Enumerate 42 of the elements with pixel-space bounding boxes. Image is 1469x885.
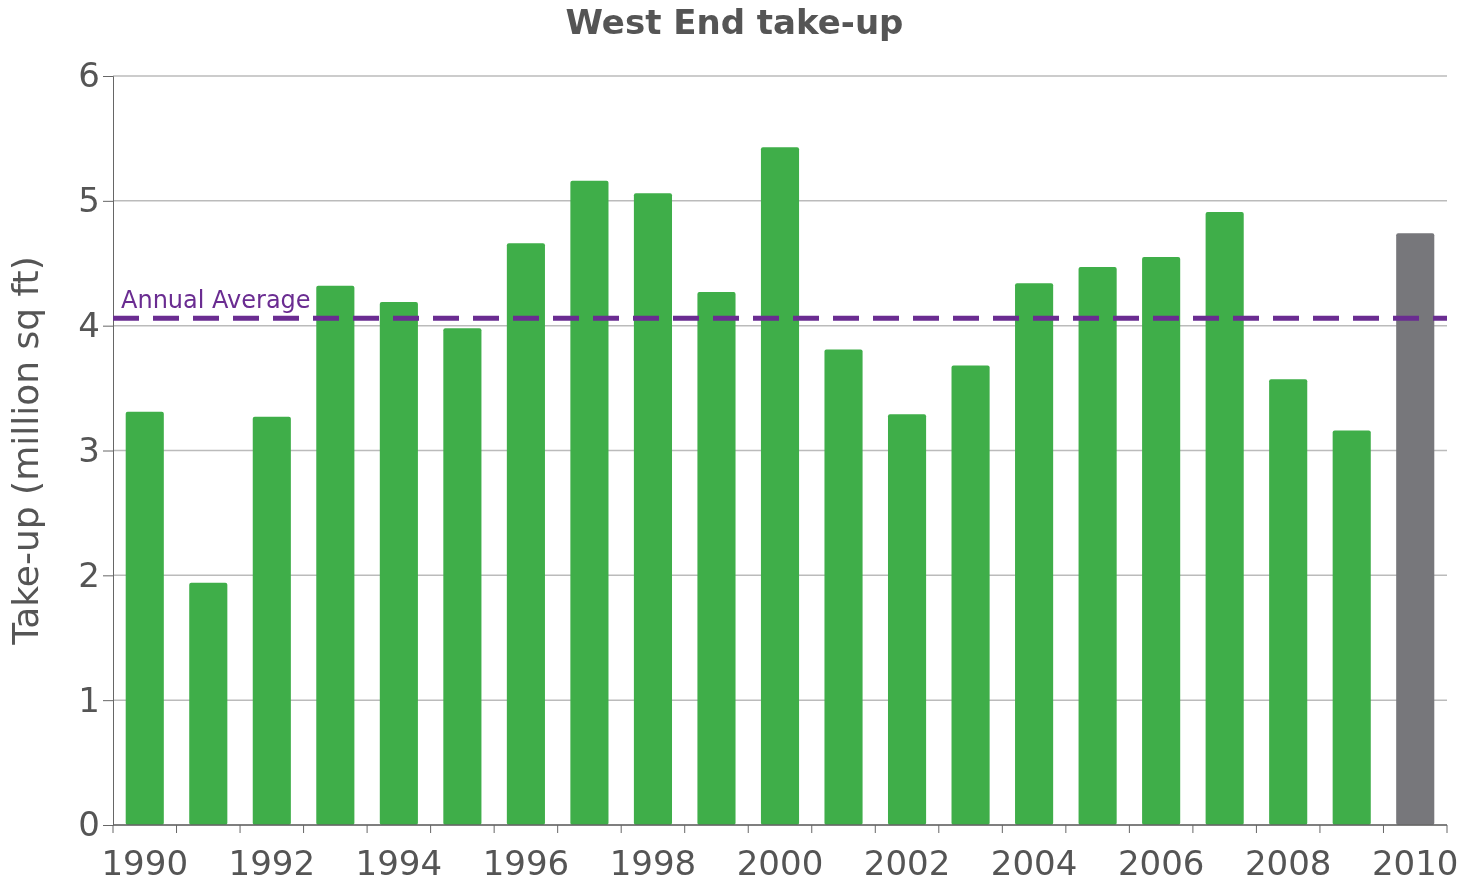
bar — [379, 301, 418, 825]
y-tick-label: 6 — [78, 55, 100, 96]
bar — [506, 243, 545, 825]
bar — [1142, 257, 1181, 825]
x-tick-label: 1994 — [355, 843, 443, 883]
bar — [1078, 267, 1117, 825]
y-tick-label: 0 — [78, 804, 100, 845]
x-tick-label: 1996 — [482, 843, 570, 883]
bar — [887, 414, 927, 825]
bar — [189, 582, 228, 825]
y-axis-title: Take-up (million sq ft) — [5, 256, 46, 646]
y-tick-label: 5 — [78, 180, 100, 221]
x-tick-label: 2008 — [1244, 843, 1332, 883]
bar — [1269, 379, 1308, 825]
bar — [1332, 430, 1371, 825]
x-tick-label: 2010 — [1371, 843, 1459, 883]
bar — [951, 365, 990, 825]
ref-line-label: Annual Average — [121, 286, 311, 315]
bar — [633, 193, 673, 825]
y-tick-label: 4 — [78, 305, 100, 346]
x-tick-label: 2004 — [990, 843, 1078, 883]
x-tick-label: 1992 — [228, 843, 316, 883]
x-tick-label: 2006 — [1117, 843, 1205, 883]
bar — [824, 349, 863, 825]
y-tick-label: 3 — [78, 429, 100, 470]
bar — [1015, 283, 1054, 825]
bar — [1205, 212, 1244, 825]
x-tick-label: 2000 — [736, 843, 824, 883]
bar — [570, 180, 609, 825]
y-tick-label: 2 — [78, 554, 100, 595]
x-tick-label: 1990 — [101, 843, 189, 883]
x-tick-label: 2002 — [863, 843, 951, 883]
x-tick-label: 1998 — [609, 843, 697, 883]
bar — [125, 411, 164, 825]
chart-title: West End take-up — [565, 2, 904, 42]
bar — [443, 328, 482, 825]
y-tick-label: 1 — [78, 679, 100, 720]
bar — [697, 291, 736, 825]
bar — [252, 416, 291, 825]
bar — [316, 285, 355, 825]
bar — [1396, 233, 1435, 825]
bar — [760, 147, 800, 825]
